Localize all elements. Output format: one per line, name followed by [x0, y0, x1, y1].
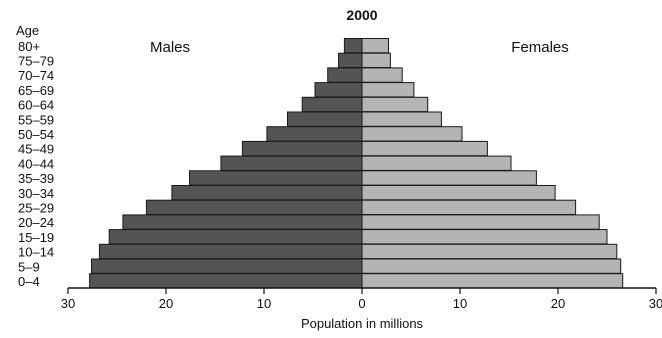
female-bar-13 [361, 82, 415, 98]
x-tick-label: 0 [358, 296, 365, 311]
age-group-label: 40–44 [18, 156, 54, 171]
male-bar-8 [220, 155, 363, 171]
age-group-label: 0–4 [18, 274, 40, 289]
male-bar-15 [338, 52, 363, 69]
x-tick-label: 10 [453, 296, 467, 311]
x-axis-label: Population in millions [301, 316, 424, 331]
female-bar-9 [361, 140, 488, 157]
age-group-label: 60–64 [18, 98, 54, 113]
female-bar-14 [361, 67, 403, 83]
female-bar-6 [361, 185, 556, 201]
age-group-label: 50–54 [18, 127, 54, 142]
male-bar-5 [145, 199, 363, 215]
age-group-label: 35–39 [18, 171, 54, 186]
chart-title: 2000 [346, 7, 377, 23]
females-label: Females [511, 39, 569, 56]
male-bar-9 [241, 140, 363, 157]
male-bar-6 [171, 185, 363, 201]
x-tick-label: 30 [649, 296, 662, 311]
age-group-label: 75–79 [18, 54, 54, 69]
x-tick-label: 30 [61, 296, 75, 311]
x-tick-label: 20 [551, 296, 565, 311]
female-bar-8 [361, 155, 512, 171]
male-bar-13 [314, 82, 363, 98]
male-bar-4 [122, 214, 363, 230]
female-bar-10 [361, 126, 463, 142]
age-group-label: 5–9 [18, 259, 40, 274]
age-group-label: 10–14 [18, 245, 54, 260]
male-bar-16 [343, 38, 363, 54]
male-bar-12 [301, 96, 363, 113]
male-bar-2 [98, 243, 363, 260]
age-group-label: 80+ [18, 39, 40, 54]
x-tick-label: 10 [257, 296, 271, 311]
age-group-label: 25–29 [18, 201, 54, 216]
age-group-label: 45–49 [18, 142, 54, 157]
female-bar-7 [361, 170, 537, 186]
x-axis: 30 20 10 0 10 20 30 [61, 287, 662, 311]
age-labels-group: 0–45–910–1415–1920–2425–2930–3435–3940–4… [18, 39, 54, 289]
female-bar-3 [361, 229, 608, 245]
female-bar-2 [361, 243, 618, 260]
female-bar-12 [361, 96, 429, 113]
age-group-label: 15–19 [18, 230, 54, 245]
male-bar-3 [108, 229, 363, 245]
female-bar-5 [361, 199, 577, 215]
male-bar-1 [91, 258, 363, 274]
male-bar-10 [266, 126, 363, 142]
female-bar-4 [361, 214, 600, 230]
female-bar-15 [361, 52, 391, 69]
female-bar-11 [361, 111, 442, 127]
female-bar-1 [361, 258, 622, 274]
age-group-label: 30–34 [18, 186, 54, 201]
males-label: Males [150, 39, 190, 56]
male-bar-11 [287, 111, 363, 127]
bars-group [89, 38, 624, 289]
age-group-label: 65–69 [18, 83, 54, 98]
male-bar-0 [89, 273, 363, 289]
x-tick-label: 20 [159, 296, 173, 311]
male-bar-14 [327, 67, 363, 83]
female-bar-16 [361, 38, 389, 54]
age-axis-label: Age [16, 23, 39, 38]
male-bar-7 [189, 170, 363, 186]
age-group-label: 70–74 [18, 68, 54, 83]
age-group-label: 20–24 [18, 215, 54, 230]
female-bar-0 [361, 273, 624, 289]
age-group-label: 55–59 [18, 112, 54, 127]
